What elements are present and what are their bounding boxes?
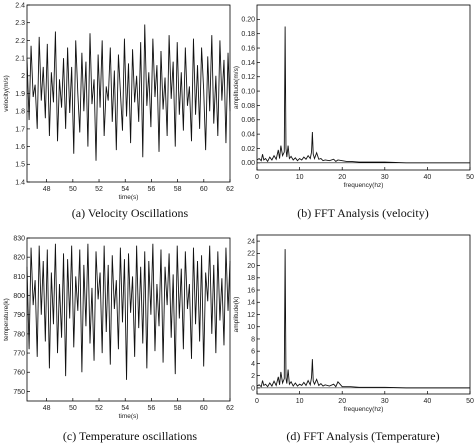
y-tick-label: 12 <box>247 312 255 319</box>
x-axis-label: time(s) <box>119 194 139 201</box>
y-tick-label: 1.4 <box>15 179 25 186</box>
x-tick-label: 20 <box>338 398 346 405</box>
y-tick-label: 0.20 <box>241 17 255 24</box>
panel-caption: (a) Velocity Oscillations <box>72 206 189 220</box>
y-tick-label: 0.16 <box>241 45 255 52</box>
y-axis-label: amplitude(k) <box>233 297 240 333</box>
series-line <box>256 249 470 389</box>
panel-caption: (d) FFT Analysis (Temperature) <box>286 429 439 443</box>
y-tick-label: 2.3 <box>15 20 25 27</box>
x-tick-label: 20 <box>338 174 346 181</box>
x-tick-label: 60 <box>200 186 208 193</box>
y-tick-label: 1.8 <box>15 109 25 116</box>
x-axis-label: frequency(hz) <box>344 406 384 413</box>
plot-frame <box>26 237 231 402</box>
y-tick-label: 4 <box>251 361 255 368</box>
series-line <box>26 243 231 380</box>
y-tick-label: 760 <box>13 370 25 377</box>
x-tick-label: 54 <box>121 405 129 412</box>
y-axis-label: temperature(k) <box>3 298 10 341</box>
y-tick-label: 750 <box>13 389 25 396</box>
y-tick-label: 6 <box>251 349 255 356</box>
y-tick-label: 2 <box>21 73 25 80</box>
y-tick-label: 0 <box>251 385 255 392</box>
x-tick-label: 62 <box>226 405 234 412</box>
plot-frame <box>26 4 231 183</box>
y-tick-label: 790 <box>13 312 25 319</box>
x-axis-label: frequency(hz) <box>344 182 384 189</box>
y-tick-label: 0.18 <box>241 31 255 38</box>
y-tick-label: 0.10 <box>241 88 255 95</box>
y-tick-label: 0.00 <box>241 160 255 167</box>
y-tick-label: 0.04 <box>241 132 255 139</box>
y-tick-label: 2.2 <box>15 38 25 45</box>
series-line <box>256 26 470 164</box>
y-tick-label: 830 <box>13 235 25 242</box>
panel-caption: (c) Temperature oscillations <box>63 429 198 443</box>
x-tick-label: 30 <box>381 174 389 181</box>
x-tick-label: 48 <box>43 186 51 193</box>
x-tick-label: 40 <box>424 174 432 181</box>
x-tick-label: 56 <box>148 186 156 193</box>
x-tick-label: 10 <box>296 174 304 181</box>
x-tick-label: 50 <box>466 174 474 181</box>
x-tick-label: 10 <box>296 398 304 405</box>
chart-panel-a: 48 50 52 54 56 58 60 62 1.4 1.5 1.6 1.7 1.8 1.9 2 2.1 2.… <box>3 2 234 220</box>
x-tick-label: 62 <box>226 186 234 193</box>
y-axis-label: velocity(m/s) <box>3 75 10 111</box>
y-tick-label: 8 <box>251 336 255 343</box>
y-tick-label: 0.06 <box>241 117 255 124</box>
x-tick-label: 0 <box>255 174 259 181</box>
y-tick-label: 0.12 <box>241 74 255 81</box>
y-tick-label: 24 <box>247 239 255 246</box>
y-axis-label: amplitude(m/s) <box>233 66 240 109</box>
y-tick-label: 1.9 <box>15 91 25 98</box>
y-tick-label: 810 <box>13 274 25 281</box>
x-tick-label: 56 <box>148 405 156 412</box>
x-tick-label: 50 <box>69 186 77 193</box>
y-tick-label: 1.7 <box>15 126 25 133</box>
y-tick-label: 16 <box>247 287 255 294</box>
y-tick-label: 2 <box>251 373 255 380</box>
x-tick-label: 50 <box>69 405 77 412</box>
y-tick-label: 0.02 <box>241 146 255 153</box>
y-tick-label: 1.5 <box>15 162 25 169</box>
plot-frame <box>256 234 471 395</box>
y-tick-label: 2.4 <box>15 2 25 9</box>
y-tick-label: 14 <box>247 300 255 307</box>
x-tick-label: 58 <box>174 405 182 412</box>
x-tick-label: 0 <box>255 398 259 405</box>
y-tick-label: 800 <box>13 293 25 300</box>
x-tick-label: 30 <box>381 398 389 405</box>
plot-frame <box>256 4 471 171</box>
y-tick-label: 780 <box>13 331 25 338</box>
panel-caption: (b) FFT Analysis (velocity) <box>297 206 428 220</box>
x-tick-label: 54 <box>121 186 129 193</box>
y-tick-label: 770 <box>13 350 25 357</box>
x-tick-label: 58 <box>174 186 182 193</box>
y-tick-label: 20 <box>247 263 255 270</box>
series-line <box>26 24 231 161</box>
x-axis-label: time(s) <box>119 413 139 420</box>
x-tick-label: 50 <box>466 398 474 405</box>
x-tick-label: 52 <box>95 405 103 412</box>
y-tick-label: 22 <box>247 251 255 258</box>
chart-panel-c: 48 50 52 54 56 58 60 62 750 760 770 780 790 800 810 820… <box>3 235 234 443</box>
y-tick-label: 820 <box>13 255 25 262</box>
chart-panel-b: 0 10 20 30 40 50 0.00 0.02 0.04 0.06 0.08 0.10 0.12 0… <box>233 4 474 220</box>
x-tick-label: 52 <box>95 186 103 193</box>
y-tick-label: 1.6 <box>15 144 25 151</box>
chart-panel-d: 0 10 20 30 40 50024681012141618202224frequenc… <box>233 234 474 443</box>
x-tick-label: 60 <box>200 405 208 412</box>
y-tick-label: 0.14 <box>241 60 255 67</box>
x-tick-label: 40 <box>424 398 432 405</box>
y-tick-label: 10 <box>247 324 255 331</box>
x-tick-label: 48 <box>43 405 51 412</box>
y-tick-label: 18 <box>247 275 255 282</box>
y-tick-label: 2.1 <box>15 56 25 63</box>
y-tick-label: 0.08 <box>241 103 255 110</box>
